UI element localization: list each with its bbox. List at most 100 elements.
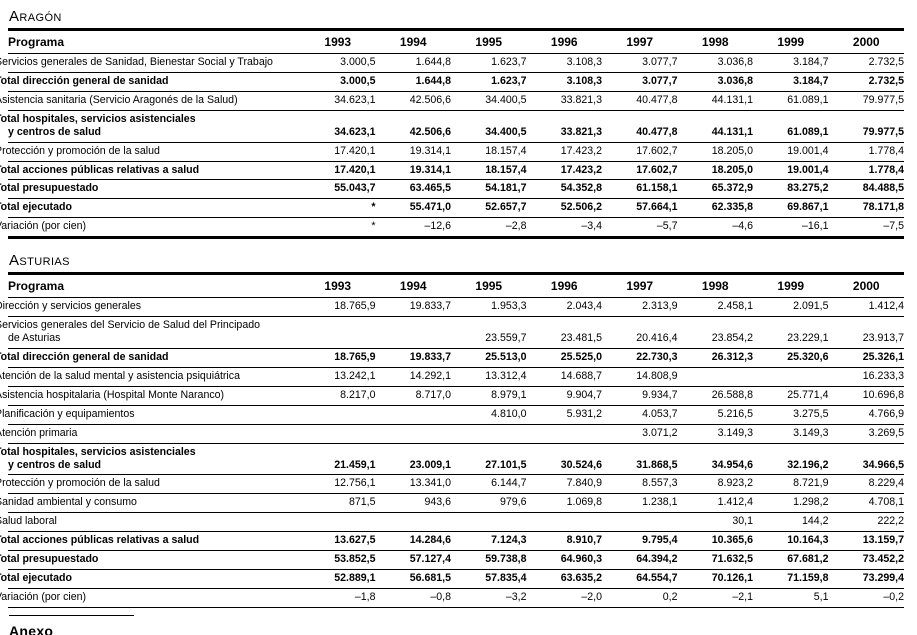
- value-cell: 13.312,4: [485, 369, 527, 382]
- value-cell: 17.423,2: [560, 144, 602, 157]
- value-cell: 14.688,7: [560, 369, 602, 382]
- value-cell: 8.217,0: [340, 388, 376, 401]
- value-cell: 33.821,3: [560, 125, 602, 138]
- value-cell: 55.043,7: [334, 182, 376, 195]
- value-cell: 0,2: [662, 590, 678, 603]
- value-cell: 4.766,9: [868, 407, 904, 420]
- value-cell: 23.229,1: [787, 332, 829, 345]
- value-cell: 61.158,1: [636, 182, 678, 195]
- value-cell: 63.635,2: [560, 572, 602, 585]
- value-cell: 64.394,2: [636, 553, 678, 566]
- value-cell: 31.868,5: [636, 458, 678, 471]
- table-row: Protección y promoción de la salud 17.420…: [0, 142, 904, 162]
- value-cell: 61.089,1: [787, 93, 829, 106]
- table-row: Total hospitales, servicios asistenciale…: [0, 110, 904, 143]
- value-cell: 57.127,4: [409, 553, 451, 566]
- program-cell: Total acciones públicas relativas a salu…: [0, 534, 200, 547]
- section-title-aragon: Aragón: [9, 8, 62, 25]
- value-cell: 18.205,0: [711, 144, 753, 157]
- value-cell: 18.205,0: [711, 163, 753, 176]
- program-cell: Atención primaria: [0, 426, 78, 439]
- value-cell: 79.977,5: [862, 93, 904, 106]
- value-cell: 871,5: [348, 496, 376, 509]
- value-cell: 3.077,7: [642, 56, 678, 68]
- value-cell: 3.275,5: [793, 407, 829, 420]
- value-cell: 73.452,2: [862, 553, 904, 566]
- value-cell: [678, 367, 754, 386]
- value-cell: 55.471,0: [409, 201, 451, 214]
- value-cell: 69.867,1: [787, 201, 829, 214]
- value-cell: 2.091,5: [793, 300, 829, 313]
- section-asturias: Asturias Programa 1993 1994 1995 1996 1997 199…: [0, 252, 904, 608]
- value-cell: 30,1: [732, 515, 753, 528]
- value-cell: 5,1: [813, 590, 829, 603]
- value-cell: 10.696,8: [862, 388, 904, 401]
- value-cell: –3,4: [581, 220, 602, 233]
- annex-title: Anexo: [9, 622, 54, 635]
- value-cell: [300, 424, 376, 443]
- table-row: Total presupuestado 53.852,5 57.127,4 59.73…: [0, 551, 904, 570]
- value-cell: 73.299,4: [862, 572, 904, 585]
- value-cell: 3.108,3: [566, 56, 602, 68]
- program-cell: Total ejecutado: [0, 201, 72, 214]
- value-cell: 3.269,5: [868, 426, 904, 439]
- value-cell: 57.835,4: [485, 572, 527, 585]
- value-cell: 27.101,5: [485, 458, 527, 471]
- program-cell: Total presupuestado: [0, 553, 99, 566]
- program-cell: Total hospitales, servicios asistenciale…: [0, 445, 196, 471]
- value-cell: 2.732,5: [868, 74, 904, 87]
- value-cell: [527, 424, 603, 443]
- value-cell: 40.477,8: [636, 93, 678, 106]
- value-cell: 64.960,3: [560, 553, 602, 566]
- value-cell: 30.524,6: [560, 458, 602, 471]
- value-cell: –1,8: [354, 590, 376, 603]
- program-cell: Servicios generales de Sanidad, Bienesta…: [0, 56, 273, 68]
- value-cell: 3.149,3: [717, 426, 753, 439]
- value-cell: 3.000,5: [340, 74, 376, 87]
- program-cell: Protección y promoción de la salud: [0, 477, 160, 490]
- program-cell: Variación (por cien): [0, 590, 87, 603]
- value-cell: 34.954,6: [711, 458, 753, 471]
- table-row: Total ejecutado * 55.471,0 52.657,7 52.506,2…: [0, 199, 904, 218]
- value-cell: 54.352,8: [560, 182, 602, 195]
- asturias-budget-table: Programa 1993 1994 1995 1996 1997 1998 1999 2000…: [0, 272, 904, 608]
- value-cell: 34.623,1: [334, 125, 376, 138]
- table-row: Total ejecutado 52.889,1 56.681,5 57.835,4 6…: [0, 570, 904, 589]
- value-cell: 2.313,9: [642, 300, 678, 313]
- value-cell: 71.632,5: [711, 553, 753, 566]
- value-cell: 25.525,0: [560, 350, 602, 363]
- value-cell: 23.559,7: [485, 332, 527, 345]
- value-cell: 3.184,7: [793, 56, 829, 68]
- value-cell: 3.077,7: [642, 74, 678, 87]
- value-cell: 14.292,1: [409, 369, 451, 382]
- value-cell: 1.953,3: [491, 300, 527, 313]
- value-cell: 8.923,2: [717, 477, 753, 490]
- value-cell: 21.459,1: [334, 458, 376, 471]
- value-cell: 19.833,7: [409, 350, 451, 363]
- program-cell: Asistencia sanitaria (Servicio Aragonés …: [0, 93, 238, 106]
- value-cell: 12.756,1: [334, 477, 376, 490]
- value-cell: 26.312,3: [711, 350, 753, 363]
- value-cell: 1.644,8: [415, 56, 451, 68]
- column-header-year: 1994: [399, 279, 427, 294]
- value-cell: [753, 367, 829, 386]
- value-cell: 17.423,2: [560, 163, 602, 176]
- column-header-year: 1993: [324, 279, 352, 294]
- value-cell: 34.623,1: [334, 93, 376, 106]
- annex-section: Anexo: [8, 614, 904, 635]
- value-cell: 13.627,5: [334, 534, 376, 547]
- value-cell: 10.164,3: [787, 534, 829, 547]
- program-cell: Total hospitales, servicios asistenciale…: [0, 112, 196, 138]
- value-cell: –4,6: [732, 220, 753, 233]
- value-cell: 4.810,0: [491, 407, 527, 420]
- value-cell: 52.889,1: [334, 572, 376, 585]
- value-cell: 1.623,7: [491, 56, 527, 68]
- value-cell: 20.416,4: [636, 332, 678, 345]
- value-cell: –2,1: [732, 590, 753, 603]
- program-cell: Servicios generales del Servicio de Salu…: [0, 319, 260, 345]
- value-cell: 4.708,1: [868, 496, 904, 509]
- value-cell: 3.036,8: [717, 56, 753, 68]
- column-header-year: 1999: [777, 279, 805, 294]
- value-cell: [300, 513, 376, 532]
- value-cell: 16.233,3: [862, 369, 904, 382]
